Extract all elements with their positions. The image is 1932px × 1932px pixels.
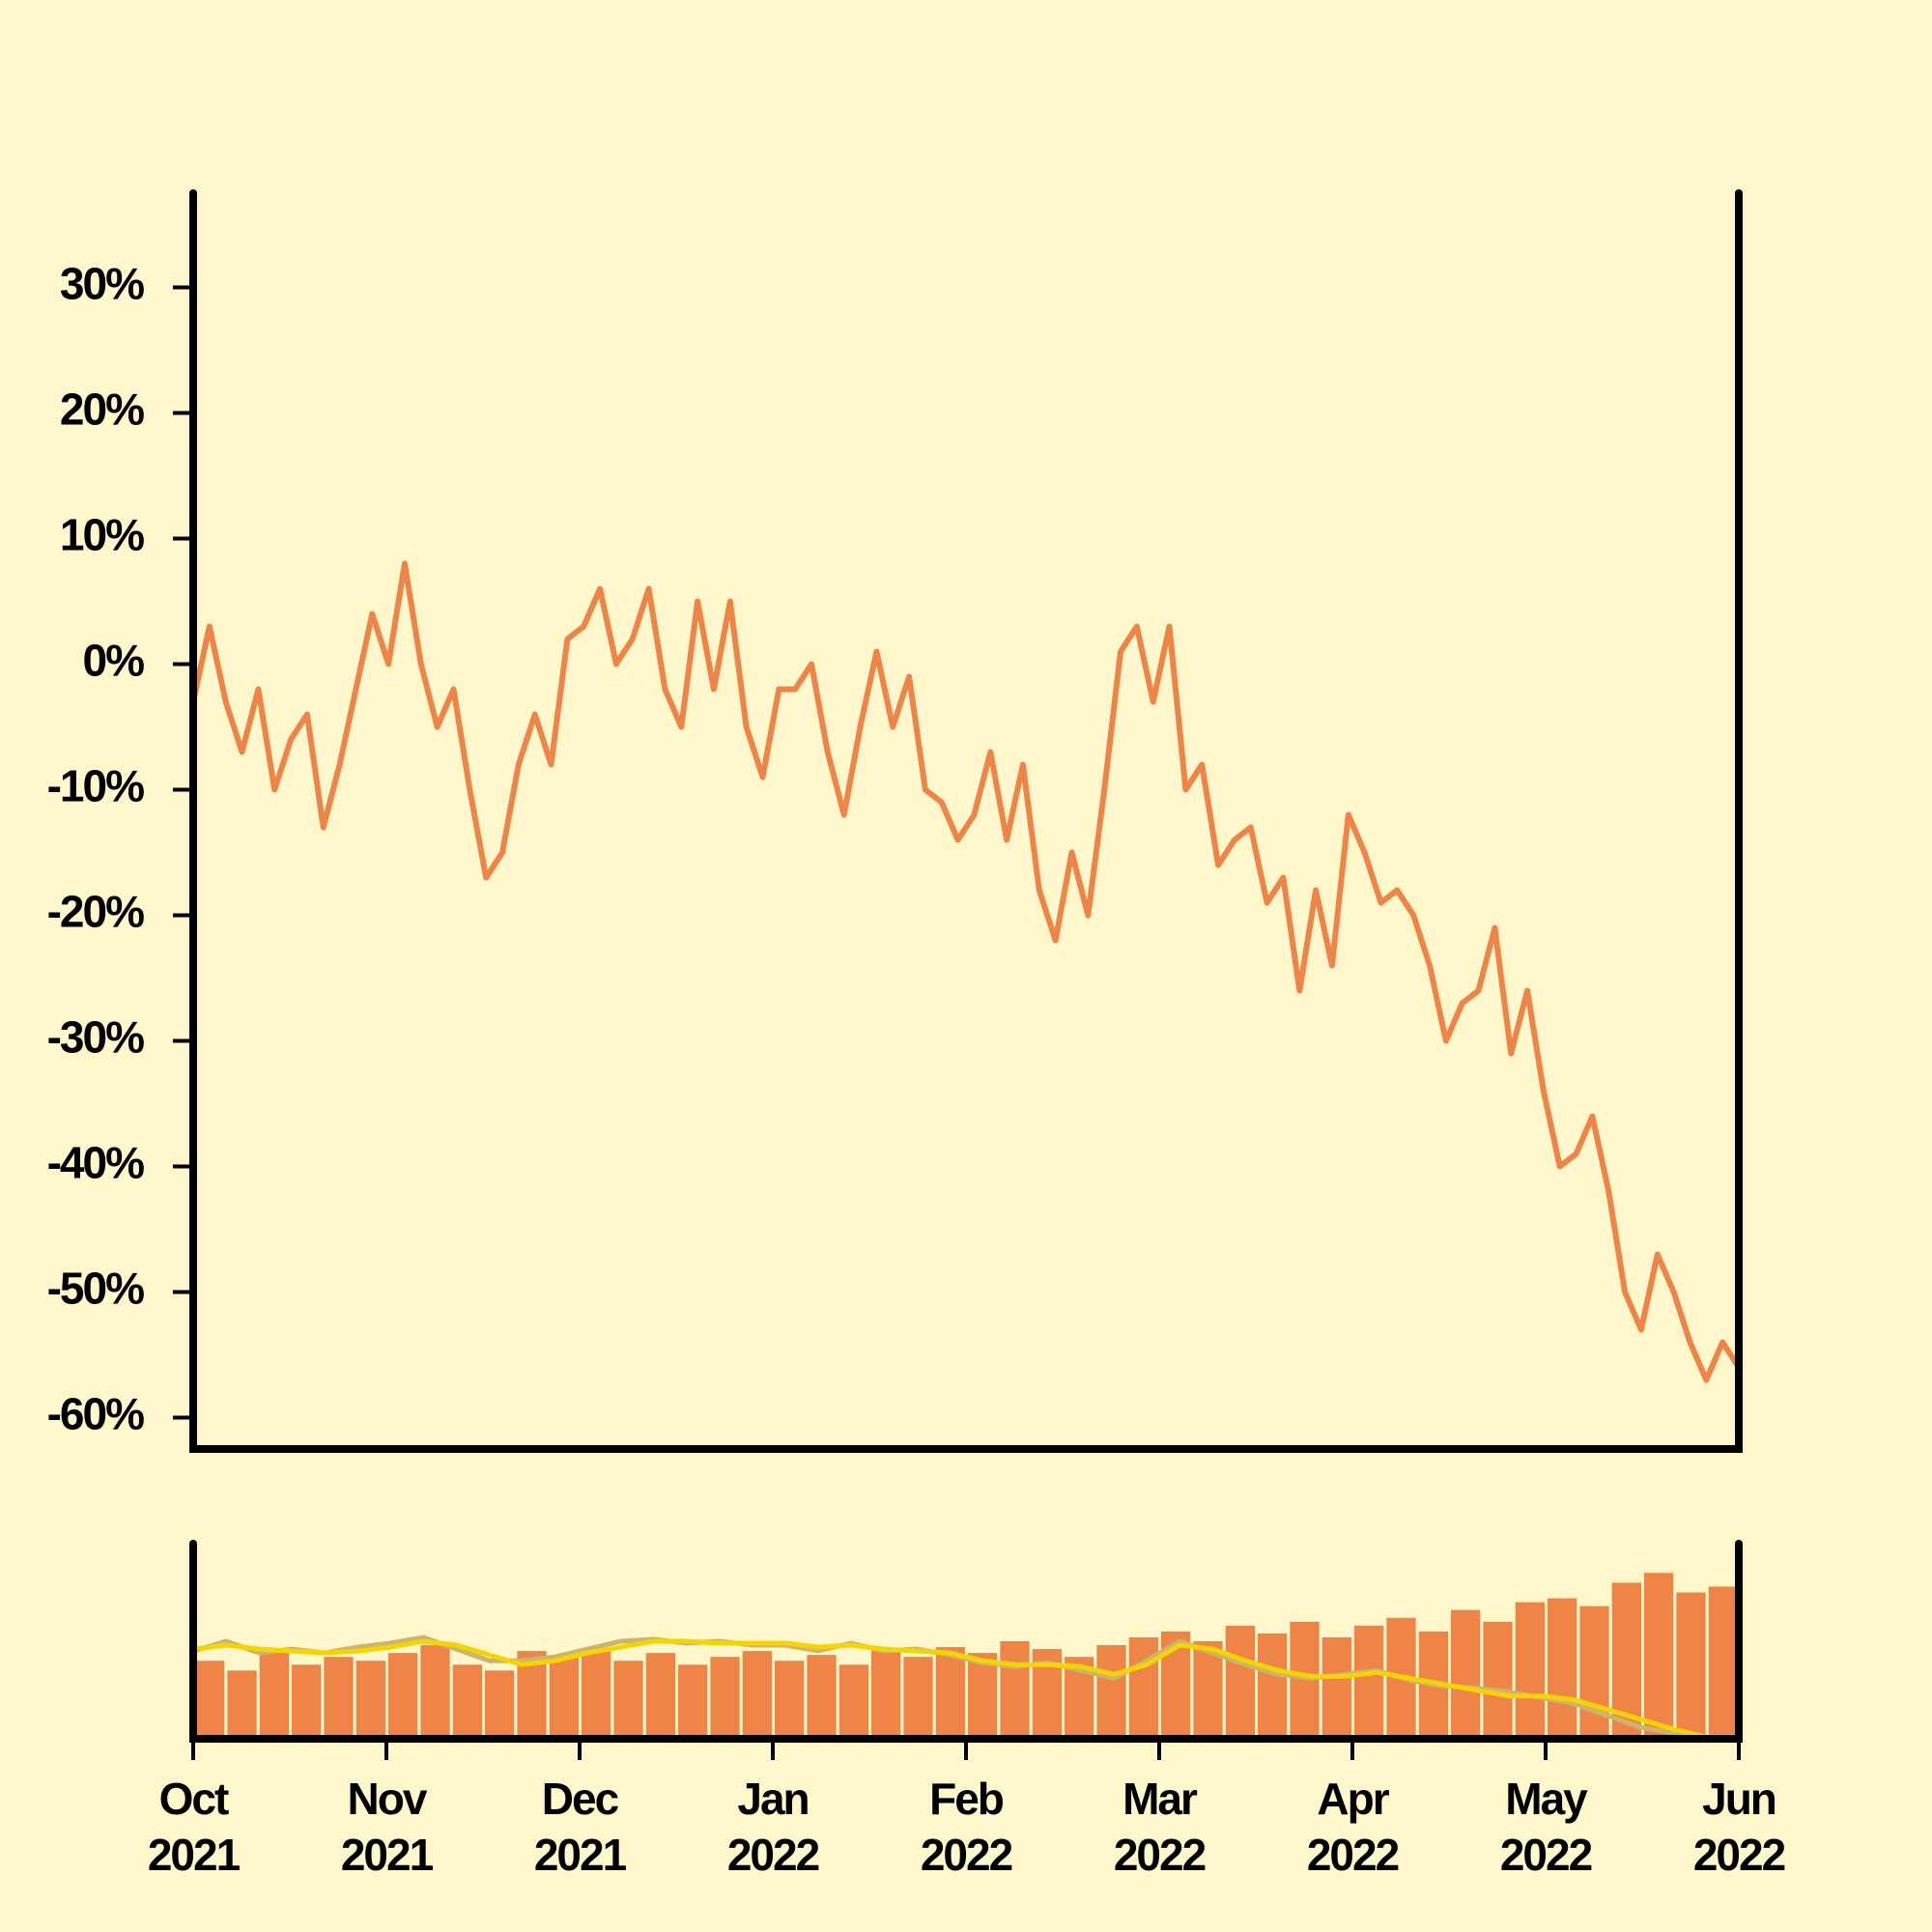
volume-bar (292, 1664, 322, 1739)
volume-bar (871, 1651, 901, 1739)
x-tick-label: Nov 2021 (341, 1774, 434, 1880)
volume-bar (1483, 1621, 1513, 1739)
y-tick-label: 30% (60, 259, 144, 309)
volume-bar (485, 1670, 515, 1739)
y-tick-label: -30% (47, 1012, 144, 1063)
volume-bar (838, 1664, 868, 1739)
line (190, 560, 1742, 1383)
y-tick-label: -40% (47, 1138, 144, 1188)
volume-bar (1548, 1598, 1577, 1739)
x-tick-label: Oct 2021 (148, 1774, 241, 1880)
x-tick-label: Apr 2022 (1307, 1774, 1399, 1880)
axis-frame (189, 189, 1743, 1453)
volume-bar (388, 1653, 418, 1739)
volume-bar (742, 1651, 772, 1739)
volume-bar (1321, 1636, 1351, 1739)
line (192, 1638, 1740, 1742)
volume-bar (903, 1657, 933, 1739)
volume-bar (259, 1651, 289, 1739)
volume-bar (227, 1670, 257, 1739)
x-tick-label: Feb 2022 (921, 1774, 1012, 1880)
volume-bar (1644, 1573, 1674, 1739)
x-tick-label: Mar 2022 (1114, 1774, 1206, 1880)
x-tick-label: Jun 2022 (1693, 1774, 1785, 1880)
volume-bar (1676, 1592, 1706, 1739)
volume-bar (1096, 1645, 1126, 1739)
volume-bar (195, 1661, 225, 1739)
volume-bar (1515, 1602, 1545, 1739)
volume-bar (420, 1645, 450, 1739)
y-tick-label: 0% (83, 636, 145, 686)
volume-bar (355, 1661, 385, 1739)
volume-bar (645, 1653, 675, 1739)
volume-bar (452, 1664, 482, 1739)
volume-bar (968, 1653, 998, 1739)
volume-bar (775, 1661, 805, 1739)
volume-bar (935, 1647, 965, 1739)
volume-bar (1128, 1636, 1158, 1739)
volume-bar (1258, 1633, 1288, 1739)
volume-bar (1354, 1625, 1384, 1739)
x-tick-label: Dec 2021 (534, 1774, 627, 1880)
y-tick-label: 20% (60, 384, 144, 435)
volume-bar (582, 1649, 611, 1739)
volume-bar (1225, 1625, 1255, 1739)
volume-bar (807, 1655, 837, 1739)
volume-bar (613, 1661, 643, 1739)
volume-bar (1579, 1605, 1609, 1739)
volume-bar (710, 1657, 740, 1739)
y-tick-label: 10% (60, 510, 144, 560)
volume-bar (1193, 1641, 1223, 1739)
volume-bar (678, 1664, 708, 1739)
volume-bar (549, 1657, 579, 1739)
x-tick-label: May 2022 (1500, 1774, 1592, 1880)
y-tick-label: -20% (47, 887, 144, 937)
y-tick-label: -50% (47, 1264, 144, 1314)
volume-bar (1708, 1586, 1738, 1739)
y-tick-label: -60% (47, 1389, 144, 1439)
volume-bar (1451, 1609, 1481, 1739)
volume-bar (1000, 1641, 1030, 1739)
y-tick-label: -10% (47, 761, 144, 811)
x-tick-label: Jan 2022 (727, 1774, 819, 1880)
volume-bar (324, 1657, 354, 1739)
